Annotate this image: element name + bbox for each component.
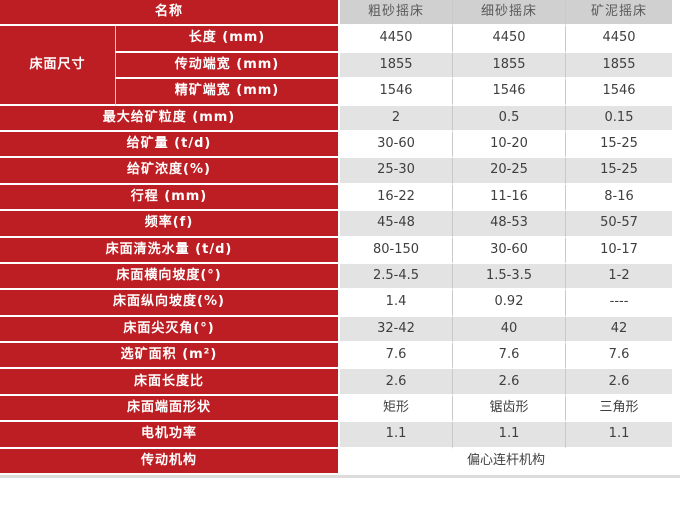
spec-value-cell: 7.6: [452, 343, 566, 370]
spec-value-cell: 1546: [452, 79, 566, 106]
spec-label-cell: 传动机构: [0, 448, 339, 476]
spec-label-cell: 床面纵向坡度(%): [0, 290, 339, 317]
spec-value-cell: 45-48: [338, 211, 453, 238]
table-row: 给矿浓度(%) 25-30 20-25 15-25: [0, 158, 673, 185]
spec-value-cell: 1.1: [452, 422, 566, 449]
spec-value-cell: 三角形: [565, 395, 673, 423]
table-row: 最大给矿粒度 (mm) 2 0.5 0.15: [0, 105, 673, 132]
spec-value-cell: 1855: [452, 52, 566, 80]
spec-label-cell: 最大给矿粒度 (mm): [0, 105, 339, 132]
table-row: 选矿面积 (m²) 7.6 7.6 7.6: [0, 343, 673, 370]
column-header-slime: 矿泥摇床: [565, 0, 673, 27]
spec-value-cell: 7.6: [565, 343, 673, 370]
name-header-cell: 名称: [0, 0, 339, 27]
spec-value-cell-merged: 偏心连杆机构: [338, 448, 673, 476]
spec-label-cell: 精矿端宽 (mm): [115, 79, 339, 106]
spec-value-cell: 25-30: [338, 158, 453, 185]
spec-value-cell: 2: [338, 105, 453, 132]
spec-value-cell: 40: [452, 316, 566, 344]
spec-value-cell: 15-25: [565, 158, 673, 185]
spec-value-cell: 1.1: [565, 422, 673, 449]
spec-value-cell: 1-2: [565, 263, 673, 291]
spec-label-cell: 给矿量 (t/d): [0, 131, 339, 159]
spec-label-cell: 传动端宽 (mm): [115, 52, 339, 80]
spec-label-cell: 选矿面积 (m²): [0, 343, 339, 370]
spec-value-cell: 7.6: [338, 343, 453, 370]
table-row: 行程 (mm) 16-22 11-16 8-16: [0, 184, 673, 212]
spec-value-cell: 32-42: [338, 316, 453, 344]
table-row: 电机功率 1.1 1.1 1.1: [0, 422, 673, 449]
spec-label-cell: 床面长度比: [0, 369, 339, 396]
spec-value-cell: 16-22: [338, 184, 453, 212]
spec-value-cell: 4450: [338, 26, 453, 53]
spec-value-cell: 2.6: [565, 369, 673, 396]
spec-value-cell: 42: [565, 316, 673, 344]
spec-value-cell: 1546: [565, 79, 673, 106]
spec-value-cell: 10-17: [565, 237, 673, 264]
spec-value-cell: 80-150: [338, 237, 453, 264]
table-bottom-border: [0, 475, 680, 479]
table-row: 床面横向坡度(°) 2.5-4.5 1.5-3.5 1-2: [0, 263, 673, 291]
spec-label-cell: 频率(f): [0, 211, 339, 238]
spec-value-cell: 15-25: [565, 131, 673, 159]
spec-value-cell: 4450: [452, 26, 566, 53]
spec-value-cell: 11-16: [452, 184, 566, 212]
spec-value-cell: 1.1: [338, 422, 453, 449]
spec-value-cell: 锯齿形: [452, 395, 566, 423]
bed-size-group-label: 床面尺寸: [0, 26, 115, 106]
column-header-fine-sand: 细砂摇床: [452, 0, 566, 27]
spec-value-cell: 1855: [565, 52, 673, 80]
spec-value-cell: 20-25: [452, 158, 566, 185]
table-row: 精矿端宽 (mm) 1546 1546 1546: [0, 79, 673, 106]
table-row: 床面长度比 2.6 2.6 2.6: [0, 369, 673, 396]
header-row: 名称 粗砂摇床 细砂摇床 矿泥摇床: [0, 0, 673, 27]
spec-value-cell: 30-60: [452, 237, 566, 264]
spec-label-cell: 长度 (mm): [115, 26, 339, 53]
spec-value-cell: 8-16: [565, 184, 673, 212]
spec-value-cell: 0.92: [452, 290, 566, 317]
spec-value-cell: 1546: [338, 79, 453, 106]
table-row: 频率(f) 45-48 48-53 50-57: [0, 211, 673, 238]
spec-label-cell: 床面横向坡度(°): [0, 263, 339, 291]
spec-value-cell: 50-57: [565, 211, 673, 238]
table-row: 床面清洗水量 (t/d) 80-150 30-60 10-17: [0, 237, 673, 264]
footer-row: 传动机构 偏心连杆机构: [0, 448, 673, 476]
table-row: 床面尺寸 长度 (mm) 4450 4450 4450: [0, 26, 673, 106]
spec-value-cell: 1.4: [338, 290, 453, 317]
spec-label-cell: 床面清洗水量 (t/d): [0, 237, 339, 264]
spec-value-cell: 2.6: [452, 369, 566, 396]
column-header-coarse-sand: 粗砂摇床: [338, 0, 453, 27]
spec-label-cell: 床面端面形状: [0, 395, 339, 423]
spec-value-cell: 30-60: [338, 131, 453, 159]
spec-value-cell: 1.5-3.5: [452, 263, 566, 291]
table-row: 床面尖灭角(°) 32-42 40 42: [0, 316, 673, 344]
spec-value-cell: 矩形: [338, 395, 453, 423]
spec-value-cell: 10-20: [452, 131, 566, 159]
table-row: 给矿量 (t/d) 30-60 10-20 15-25: [0, 131, 673, 159]
spec-value-cell: 0.15: [565, 105, 673, 132]
spec-value-cell: 1855: [338, 52, 453, 80]
spec-label-cell: 行程 (mm): [0, 184, 339, 212]
table-row: 床面纵向坡度(%) 1.4 0.92 ----: [0, 290, 673, 317]
spec-value-cell: 0.5: [452, 105, 566, 132]
spec-value-cell: ----: [565, 290, 673, 317]
spec-value-cell: 2.6: [338, 369, 453, 396]
spec-value-cell: 2.5-4.5: [338, 263, 453, 291]
spec-label-cell: 电机功率: [0, 422, 339, 449]
spec-label-cell: 床面尖灭角(°): [0, 316, 339, 344]
spec-value-cell: 4450: [565, 26, 673, 53]
table-row: 传动端宽 (mm) 1855 1855 1855: [0, 52, 673, 80]
spec-value-cell: 48-53: [452, 211, 566, 238]
spec-label-cell: 给矿浓度(%): [0, 158, 339, 185]
table-row: 床面端面形状 矩形 锯齿形 三角形: [0, 395, 673, 423]
shaking-table-spec-table: 名称 粗砂摇床 细砂摇床 矿泥摇床 床面尺寸 长度 (mm) 4450 4450…: [0, 0, 673, 476]
